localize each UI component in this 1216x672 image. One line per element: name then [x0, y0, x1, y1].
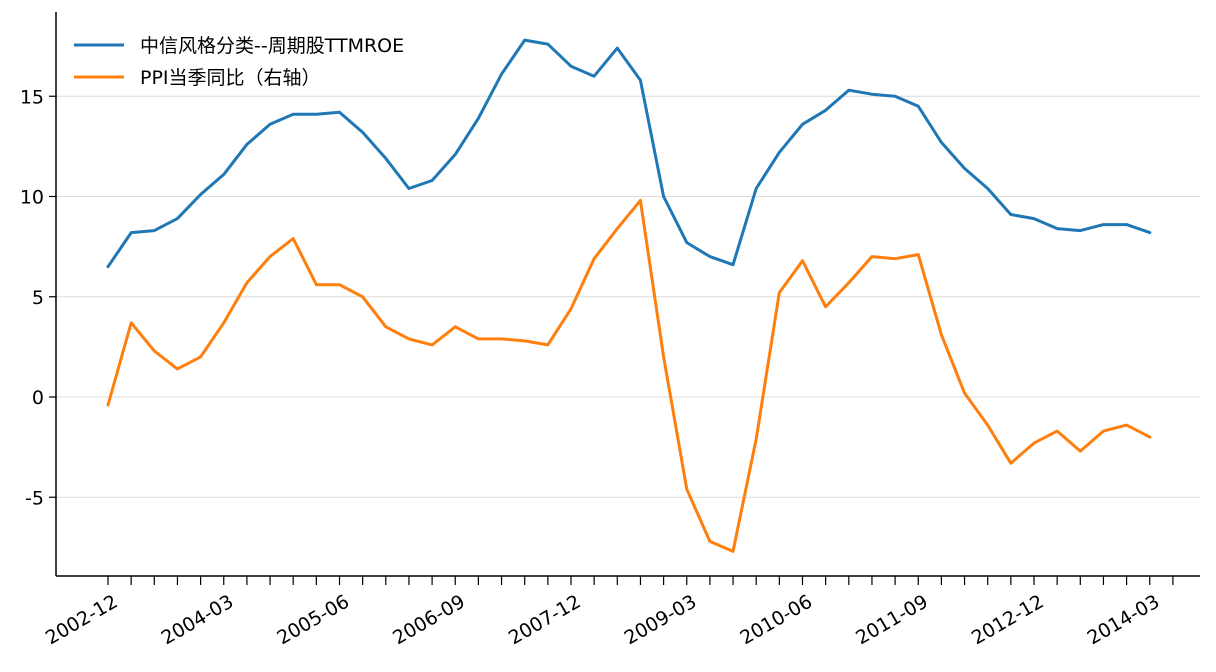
y-tick-label: 10 — [20, 187, 44, 209]
x-tick-label: 2010-06 — [736, 591, 816, 650]
y-tick-label: 0 — [32, 387, 44, 409]
y-tick-label: 15 — [20, 86, 44, 108]
series-line-2 — [106, 199, 1152, 553]
series-line-1 — [106, 38, 1152, 269]
x-ticks: 2002-12 2004-03 2005-06 2006-09 2007-12 2009-… — [42, 576, 1174, 650]
legend: 中信风格分类--周期股TTMROE PPI当季同比（右轴） — [74, 35, 404, 89]
x-tick-label: 2007-12 — [505, 591, 585, 650]
x-tick-label: 2002-12 — [42, 591, 122, 650]
x-tick-label: 2012-12 — [968, 591, 1048, 650]
x-tick-label: 2011-09 — [852, 591, 932, 650]
x-tick-label: 2006-09 — [389, 591, 469, 650]
y-tick-label: -5 — [25, 487, 44, 509]
x-tick-label: 2004-03 — [158, 591, 238, 650]
gridlines — [56, 95, 1200, 498]
x-tick-label: 2009-03 — [621, 591, 701, 650]
y-ticks: -5 0 5 10 15 — [20, 86, 56, 509]
x-tick-label: 2005-06 — [273, 591, 353, 650]
y-tick-label: 5 — [32, 287, 44, 309]
x-tick-label: 2014-03 — [1084, 591, 1164, 650]
legend-label-1: 中信风格分类--周期股TTMROE — [140, 35, 404, 57]
legend-label-2: PPI当季同比（右轴） — [140, 67, 321, 89]
series-layer — [106, 38, 1152, 553]
